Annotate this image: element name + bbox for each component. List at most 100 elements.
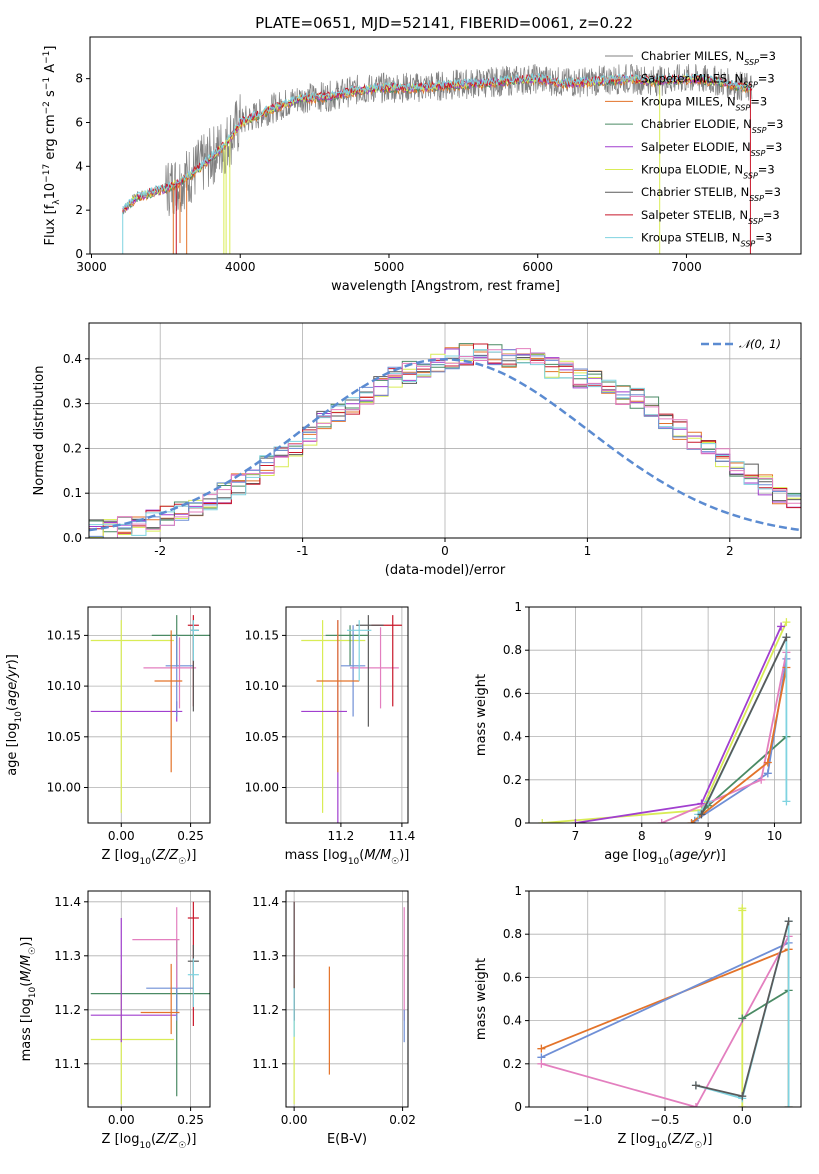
series-line bbox=[541, 941, 789, 1059]
label-part: mass [log bbox=[285, 848, 348, 863]
label-part: Z/Z bbox=[155, 1132, 179, 1147]
y-axis-label: mass weight bbox=[474, 958, 489, 1040]
spectrum-model-kroupa_elodie bbox=[122, 74, 753, 211]
x-tick-label: 3000 bbox=[76, 260, 107, 274]
series-marker bbox=[738, 1103, 747, 1107]
label-part: Chabrier MILES, N bbox=[641, 49, 744, 63]
data-point bbox=[140, 963, 180, 1035]
series-marker bbox=[697, 810, 706, 819]
label-part: =3 bbox=[764, 185, 781, 199]
x-axis-label: wavelength [Angstrom, rest frame] bbox=[331, 279, 560, 294]
y-tick-label: 0.6 bbox=[503, 970, 522, 984]
x-tick-label: 11.2 bbox=[328, 829, 355, 843]
label-part: s bbox=[43, 90, 58, 101]
y-tick-label: 6 bbox=[75, 115, 83, 129]
label-part: ( bbox=[5, 706, 20, 711]
x-tick-label: 11.4 bbox=[389, 829, 416, 843]
spectrum-model-salpeter_stelib bbox=[122, 72, 753, 213]
label-part: Kroupa ELODIE, N bbox=[641, 163, 743, 177]
label-part: ( bbox=[19, 982, 34, 987]
x-tick-label: 10 bbox=[767, 829, 782, 843]
legend-label: Salpeter MILES, NSSP=3 bbox=[641, 72, 775, 90]
axes-frame bbox=[285, 606, 409, 824]
label-part: 10 bbox=[43, 183, 58, 200]
data-point bbox=[90, 918, 177, 1043]
label-part: −17 bbox=[42, 164, 52, 183]
y-axis-label: age [log10(age/yr)] bbox=[5, 654, 24, 776]
label-part: mass weight bbox=[474, 958, 489, 1040]
x-tick-label: -1 bbox=[297, 544, 309, 558]
plot-area bbox=[529, 607, 801, 823]
series-marker bbox=[537, 1044, 546, 1053]
y-tick-label: 0.8 bbox=[503, 927, 522, 941]
y-axis-label: mass [log10(M/M☉)] bbox=[19, 937, 38, 1062]
label-part: SSP bbox=[752, 126, 767, 135]
label-part: SSP bbox=[743, 171, 758, 180]
x-axis-label: mass [log10(M/M☉)] bbox=[285, 848, 410, 867]
label-part: Z [log bbox=[102, 848, 140, 863]
y-axis-label: Normed distribution bbox=[32, 366, 47, 496]
gaussian-curve bbox=[89, 358, 801, 532]
series-marker bbox=[537, 1059, 546, 1068]
label-part: =3 bbox=[758, 72, 775, 86]
y-tick-label: 11.3 bbox=[54, 949, 81, 963]
label-part: =3 bbox=[767, 117, 784, 131]
y-axis-label: mass weight bbox=[474, 674, 489, 756]
label-part: SSP bbox=[736, 103, 751, 112]
x-tick-label: 0.02 bbox=[389, 1113, 416, 1127]
series-line bbox=[700, 636, 788, 815]
figure-title: PLATE=0651, MJD=52141, FIBERID=0061, z=0… bbox=[255, 14, 633, 32]
series-marker bbox=[691, 1103, 700, 1107]
label-part: 10 bbox=[14, 711, 24, 723]
label-part: Z/Z bbox=[671, 1132, 695, 1147]
data-point bbox=[132, 907, 180, 989]
axes-frame bbox=[87, 890, 211, 1108]
plot-area bbox=[286, 891, 408, 1107]
y-tick-label: 11.1 bbox=[252, 1057, 279, 1071]
legend-label: Salpeter ELODIE, NSSP=3 bbox=[641, 140, 782, 158]
label-part: Flux [f bbox=[43, 204, 58, 245]
series-marker bbox=[538, 819, 547, 823]
x-axis-label: Z [log10(Z/Z☉)] bbox=[102, 848, 197, 867]
legend-label: Kroupa MILES, NSSP=3 bbox=[641, 94, 767, 112]
label-part: 10 bbox=[139, 1141, 151, 1151]
data-point bbox=[316, 620, 360, 773]
label-part: M/M bbox=[19, 955, 34, 982]
label-part: ☉ bbox=[28, 947, 38, 955]
y-tick-label: 0.0 bbox=[63, 531, 82, 545]
series-marker bbox=[687, 819, 696, 823]
label-part: Salpeter ELODIE, N bbox=[641, 140, 751, 154]
legend-label: 𝒩(0, 1) bbox=[739, 337, 781, 351]
x-tick-label: 2 bbox=[726, 544, 734, 558]
y-tick-label: 10.10 bbox=[47, 679, 81, 693]
x-tick-label: 7 bbox=[572, 829, 580, 843]
plot-area bbox=[529, 891, 801, 1107]
series-marker bbox=[763, 769, 772, 778]
axes-frame bbox=[285, 890, 409, 1108]
y-tick-label: 11.1 bbox=[54, 1057, 81, 1071]
x-tick-label: 0.25 bbox=[177, 829, 204, 843]
y-tick-label: 10.00 bbox=[245, 781, 279, 795]
x-tick-label: 5000 bbox=[374, 260, 405, 274]
label-part: =3 bbox=[750, 94, 767, 108]
y-axis-label: Flux [fλ10−17 erg cm−2 s−1 A−1] bbox=[42, 46, 62, 246]
y-tick-label: 0.4 bbox=[503, 730, 522, 744]
data-point bbox=[301, 620, 366, 813]
series-marker bbox=[757, 775, 766, 784]
x-tick-label: 0.00 bbox=[108, 829, 135, 843]
label-part: =3 bbox=[763, 208, 780, 222]
label-part: SSP bbox=[741, 239, 756, 248]
label-part: =3 bbox=[758, 163, 775, 177]
data-point bbox=[350, 627, 399, 709]
data-point bbox=[325, 625, 369, 666]
label-part: Z [log bbox=[618, 1132, 656, 1147]
y-tick-label: 11.2 bbox=[54, 1003, 81, 1017]
label-part: 10 bbox=[28, 986, 38, 998]
label-part: A bbox=[43, 64, 58, 77]
series-marker bbox=[784, 917, 793, 926]
label-part: ☉ bbox=[391, 857, 399, 867]
plot-area bbox=[286, 607, 408, 823]
data-point bbox=[340, 625, 366, 717]
label-part: Z/Z bbox=[155, 848, 179, 863]
legend-label: Kroupa STELIB, NSSP=3 bbox=[641, 231, 772, 249]
